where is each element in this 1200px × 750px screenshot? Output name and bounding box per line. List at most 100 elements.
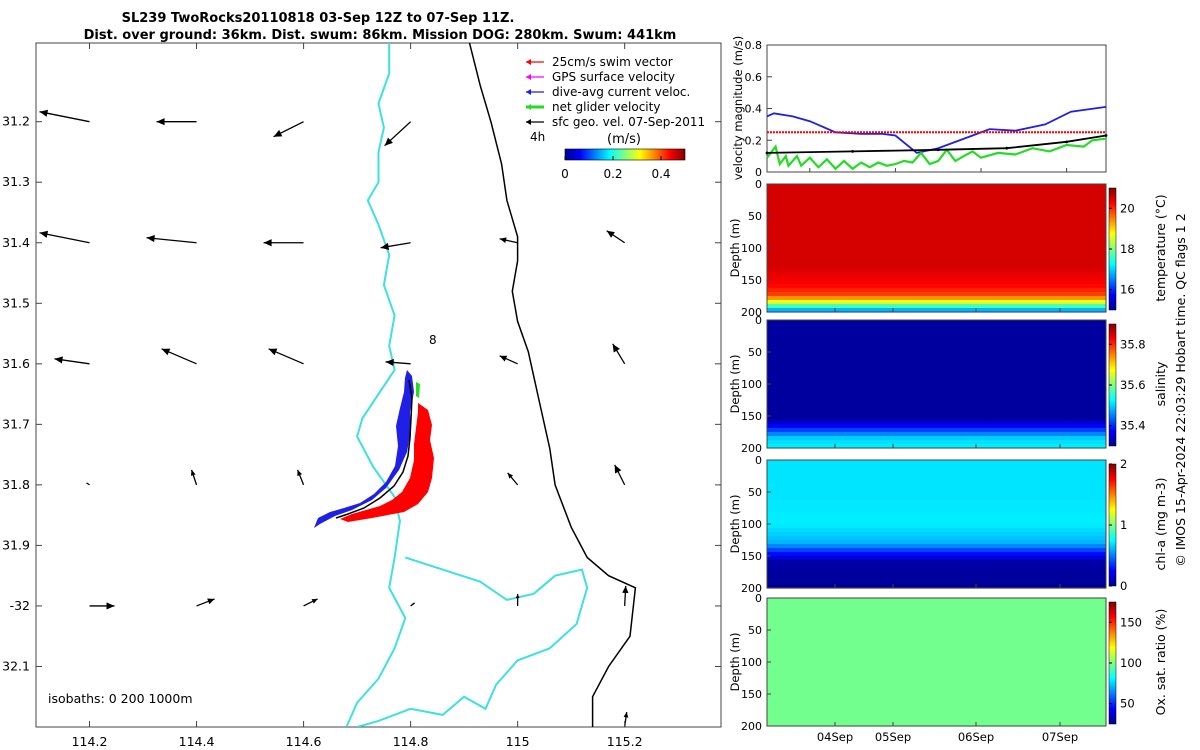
section-band [767, 232, 1106, 237]
sfc-arrow [263, 239, 304, 247]
section-band [767, 460, 1106, 465]
section-band [767, 602, 1106, 607]
colorbar-tick-label: 2 [1120, 457, 1127, 471]
isobath-0 [345, 43, 407, 727]
section-band [767, 610, 1106, 615]
map-ytick-label: 32.1 [2, 658, 30, 673]
section-band [767, 714, 1106, 719]
map-ytick-label: 31.9 [2, 537, 30, 552]
velocity-series-line [766, 137, 1107, 171]
velocity-point [765, 151, 769, 155]
sfc-arrow [380, 242, 411, 250]
section-band [767, 670, 1106, 675]
legend-label: 25cm/s swim vector [552, 55, 673, 69]
colorbar-tick-label: 35.4 [1120, 419, 1146, 433]
section-band [767, 528, 1106, 533]
section-band [767, 188, 1106, 193]
section-band [767, 272, 1106, 277]
map-xtick-label: 114.8 [393, 734, 429, 749]
velocity-ytick-label: 0.8 [745, 39, 763, 52]
velocity-series-line [766, 134, 1107, 154]
section-band [767, 320, 1106, 325]
colorbar-tick-label: 1 [1120, 518, 1127, 532]
sfc-arrow [273, 121, 304, 138]
sfc-arrow [606, 230, 626, 244]
section-ylabel: Depth (m) [728, 355, 742, 414]
section-band [767, 204, 1106, 209]
section-band [767, 488, 1106, 493]
section-band [767, 630, 1106, 635]
speed-colorbar-ticks: 0 0.2 0.4 [561, 156, 671, 181]
velocity-ytick-label: 0.6 [745, 71, 763, 84]
velocity-ytick-label: 0.4 [745, 103, 763, 116]
sfc-arrow [384, 121, 412, 147]
section-ytick-label: 50 [748, 486, 762, 499]
figure-title-line2: Dist. over ground: 36km. Dist. swum: 86k… [84, 28, 677, 43]
section-band [767, 336, 1106, 341]
section-band [767, 706, 1106, 711]
section-band [767, 424, 1106, 429]
section-ytick-label: 150 [741, 688, 762, 701]
section-ytick-label: 150 [741, 274, 762, 287]
section-band [767, 638, 1106, 643]
colorbar-tick-label: 0.4 [651, 167, 670, 181]
section-band [767, 540, 1106, 545]
sfc-arrow [190, 469, 198, 486]
sfc-arrow [507, 472, 519, 486]
section-band [767, 682, 1106, 687]
section-band [767, 276, 1106, 281]
section-ytick-label: 200 [741, 720, 762, 733]
section-band [767, 288, 1106, 293]
velocity-point [1104, 134, 1108, 137]
section-band [767, 416, 1106, 421]
figure-title-line1: SL239 TwoRocks20110818 03-Sep 12Z to 07-… [122, 11, 515, 26]
map-axis-ticks: 114.2 114.4 114.6 114.8 115 115.2 31.2 31.3 31.4… [2, 43, 721, 749]
map-xtick-label: 114.2 [72, 734, 108, 749]
legend-item: dive-avg current veloc. [526, 85, 690, 99]
section-band [767, 308, 1106, 313]
date-tick-label: 04Sep [817, 730, 853, 744]
section-ytick-label: 0 [755, 454, 762, 467]
section-band [767, 626, 1106, 631]
salinity-section: Depth (m) 0 50 100 150 200 35.4 35.6 35.8 salinit… [728, 314, 1168, 455]
section-band [767, 606, 1106, 611]
section-band [767, 208, 1106, 213]
section-band [767, 428, 1106, 433]
section-band [767, 224, 1106, 229]
section-ytick-label: 0 [755, 178, 762, 191]
section-ylabel: Depth (m) [728, 633, 742, 692]
section-band [767, 674, 1106, 679]
sfc-arrow [296, 469, 305, 486]
section-colorbar-label: Ox. sat. ratio (%) [1153, 609, 1168, 716]
date-tick-label: 05Sep [875, 730, 911, 744]
map-xtick-label: 115.2 [607, 734, 643, 749]
section-ytick-label: 50 [748, 346, 762, 359]
isobath-lines [345, 43, 589, 727]
section-band [767, 200, 1106, 205]
section-band [767, 432, 1106, 437]
sfc-arrow [499, 355, 518, 365]
section-band [767, 444, 1106, 449]
legend-label: net glider velocity [552, 100, 660, 114]
section-band [767, 260, 1106, 265]
map-panel: 8 114.2 114.4 114.6 114.8 115 115.2 31.2 31.3 31… [2, 42, 722, 749]
speed-colorbar [564, 148, 686, 161]
section-band [767, 678, 1106, 683]
section-band [767, 464, 1106, 469]
section-band [767, 658, 1106, 663]
map-ytick-label: 31.7 [2, 416, 30, 431]
section-band [767, 352, 1106, 357]
isobaths-label: isobaths: 0 200 1000m [48, 691, 193, 706]
section-band [767, 476, 1106, 481]
section-band [767, 192, 1106, 197]
section-band [767, 508, 1106, 513]
section-ytick-label: 100 [741, 242, 762, 255]
section-band [767, 220, 1106, 225]
section-band [767, 718, 1106, 723]
map-ytick-label: 31.3 [2, 174, 30, 189]
section-band [767, 552, 1106, 557]
section-band [767, 396, 1106, 401]
section-band [767, 292, 1106, 297]
